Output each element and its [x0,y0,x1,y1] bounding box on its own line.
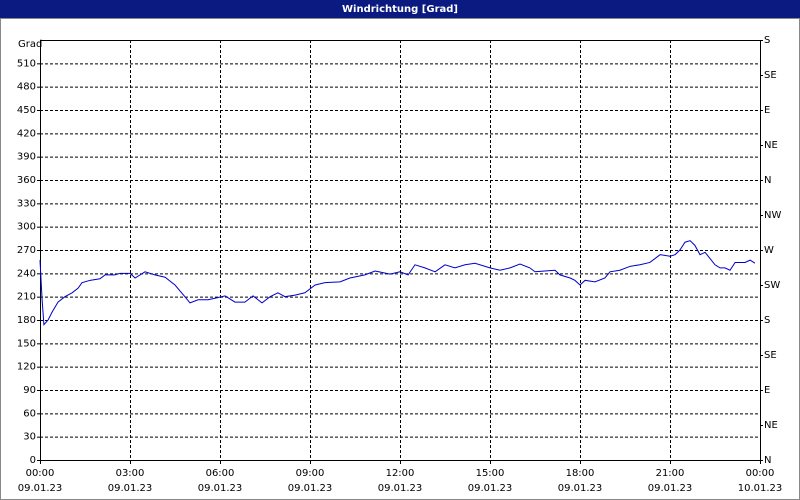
y-tick-label: 120 [17,362,36,373]
x-tick-date: 09.01.23 [198,483,243,494]
y-tick-label: 210 [17,292,36,303]
x-tick-label: 18:00 [566,468,595,479]
x-tick-date: 09.01.23 [558,483,603,494]
x-tick-label: 06:00 [206,468,235,479]
y-tick-label: 150 [17,338,36,349]
y2-tick-label: S [764,315,770,326]
y-tick-label: 330 [17,198,36,209]
y2-tick-label: NE [764,420,778,431]
y2-tick-label: S [764,35,770,46]
y-tick-label: 300 [17,222,36,233]
x-tick-label: 15:00 [476,468,505,479]
title-bar [0,0,800,18]
data-line [39,240,756,326]
x-tick-label: 21:00 [656,468,685,479]
y-tick-label: 240 [17,268,36,279]
y-tick-label: 510 [17,58,36,69]
x-tick-date: 09.01.23 [18,483,63,494]
y2-tick-label: W [764,245,774,256]
y-axis-label: Grad [18,39,42,50]
x-tick-date: 09.01.23 [648,483,693,494]
x-tick-date: 09.01.23 [378,483,423,494]
x-tick-label: 09:00 [296,468,325,479]
y2-tick-label: N [764,175,771,186]
x-tick-label: 03:00 [116,468,145,479]
y-tick-label: 390 [17,152,36,163]
y-tick-label: 450 [17,105,36,116]
y-tick-label: 90 [23,385,36,396]
x-tick-date: 09.01.23 [468,483,513,494]
x-tick-date: 09.01.23 [288,483,333,494]
y2-tick-label: E [764,105,770,116]
y-tick-label: 420 [17,128,36,139]
y-tick-label: 360 [17,175,36,186]
y2-tick-label: SE [764,350,777,361]
x-tick-date: 10.01.23 [738,483,783,494]
y2-tick-label: NE [764,140,778,151]
x-tick-label: 00:00 [26,468,55,479]
x-tick-date: 09.01.23 [108,483,153,494]
y-tick-label: 180 [17,315,36,326]
y-tick-label: 270 [17,245,36,256]
y2-tick-label: N [764,455,771,466]
x-tick-label: 00:00 [746,468,775,479]
y-tick-label: 480 [17,82,36,93]
y2-tick-label: SE [764,70,777,81]
y-tick-label: 30 [23,432,36,443]
y2-tick-label: SW [764,280,780,291]
y-tick-label: 0 [30,455,36,466]
x-tick-label: 12:00 [386,468,415,479]
y2-tick-label: NW [764,210,781,221]
chart-title: Windrichtung [Grad] [342,4,458,15]
y2-tick-label: E [764,385,770,396]
y-tick-label: 60 [23,408,36,419]
